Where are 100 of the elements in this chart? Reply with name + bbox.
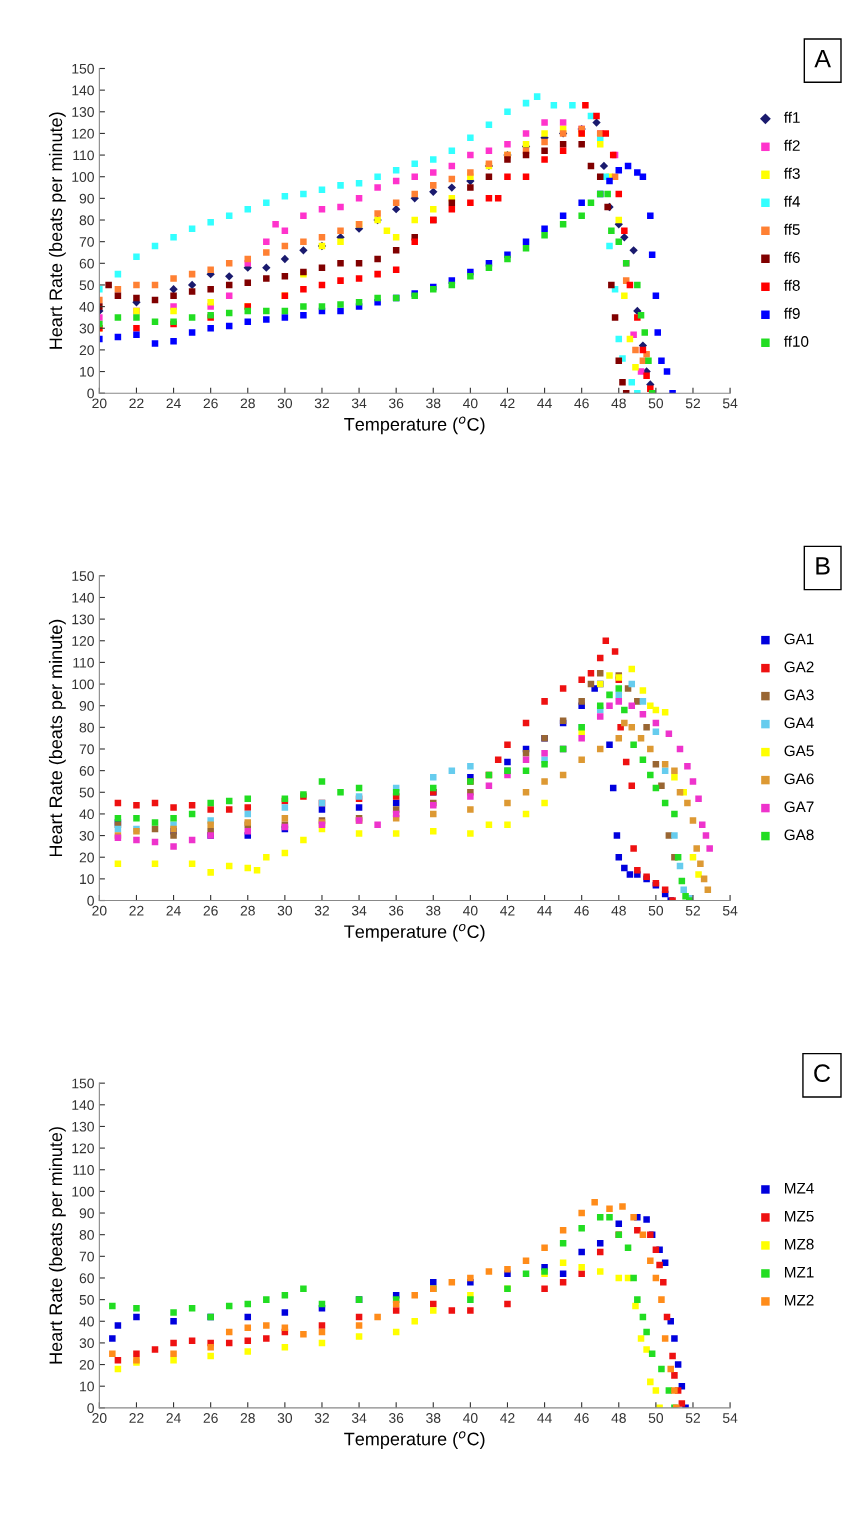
- y-tick-label: 10: [80, 366, 94, 377]
- y-tick-label: 30: [79, 1338, 94, 1349]
- legend-label: GA6: [784, 773, 814, 785]
- y-tick-label: 110: [73, 657, 94, 668]
- legend-label: ff1: [783, 111, 800, 123]
- legend-label: ff6: [783, 251, 800, 263]
- x-tick-label: 26: [203, 905, 218, 916]
- y-tick-label: 140: [72, 592, 94, 603]
- x-tick-label: 36: [388, 905, 404, 916]
- legend-label: GA4: [784, 717, 814, 729]
- x-tick-label: 40: [462, 1413, 478, 1423]
- y-tick-label: 130: [72, 107, 94, 117]
- legend-label: GA5: [784, 745, 814, 757]
- y-tick-label: 20: [79, 852, 94, 863]
- x-tick-label: 40: [462, 905, 478, 916]
- y-tick-label: 60: [79, 258, 94, 269]
- text: A: [814, 49, 831, 68]
- y-tick-label: 60: [79, 765, 94, 776]
- legend-label: MZ8: [785, 1238, 814, 1250]
- y-axis-title: Heart Rate (beats per minute): [48, 619, 66, 857]
- legend-label: ff9: [783, 307, 800, 319]
- x-tick-label: 50: [648, 1413, 664, 1423]
- y-tick-label: 150: [72, 1078, 94, 1089]
- y-tick-label: 10: [80, 874, 94, 885]
- y-tick-label: 90: [79, 193, 94, 204]
- x-tick-label: 46: [574, 1413, 589, 1423]
- y-tick-label: 0: [87, 388, 94, 399]
- legend-label: ff2: [783, 139, 800, 151]
- x-tick-label: 48: [611, 398, 626, 409]
- x-tick-label: 44: [537, 905, 552, 916]
- x-tick-label: 22: [129, 398, 144, 409]
- x-tick-label: 52: [685, 398, 701, 409]
- x-axis-title: Temperature ($^{o}$C): [344, 923, 485, 942]
- y-tick-label: 80: [79, 722, 94, 733]
- x-tick-label: 44: [537, 398, 552, 409]
- x-tick-label: 48: [611, 1413, 626, 1423]
- y-tick-label: 0: [87, 1403, 94, 1414]
- x-axis-title: Temperature ($^{o}$C): [344, 1431, 485, 1449]
- y-tick-label: 110: [73, 150, 94, 161]
- x-tick-label: 36: [388, 1413, 404, 1423]
- y-tick-label: 50: [79, 787, 94, 798]
- x-tick-label: 34: [351, 398, 367, 409]
- x-tick-label: 26: [203, 1413, 218, 1423]
- x-tick-label: 34: [351, 905, 367, 916]
- y-tick-label: 100: [72, 172, 94, 182]
- y-tick-label: 40: [79, 809, 94, 820]
- legend-label: MZ5: [785, 1210, 814, 1222]
- y-tick-label: 120: [72, 128, 94, 139]
- x-tick-label: 42: [500, 1413, 515, 1423]
- x-tick-label: 38: [426, 1413, 441, 1423]
- y-tick-label: 150: [72, 63, 94, 74]
- y-tick-label: 140: [72, 85, 94, 96]
- x-tick-label: 26: [203, 398, 218, 409]
- legend-label: GA3: [784, 689, 814, 701]
- y-tick-label: 20: [79, 345, 94, 356]
- x-tick-label: 28: [240, 398, 255, 409]
- legend-label: ff10: [783, 335, 809, 347]
- y-tick-label: 90: [79, 701, 94, 711]
- y-tick-label: 10: [80, 1381, 94, 1392]
- legend-label: GA8: [784, 829, 814, 841]
- x-tick-label: 28: [240, 905, 255, 916]
- x-tick-label: 46: [574, 398, 589, 409]
- y-tick-label: 130: [72, 614, 94, 625]
- x-tick-label: 30: [277, 905, 293, 916]
- legend-label: MZ4: [785, 1182, 814, 1194]
- y-tick-label: 40: [79, 301, 94, 312]
- y-tick-label: 140: [72, 1100, 94, 1110]
- y-tick-label: 100: [72, 1186, 94, 1197]
- x-tick-label: 52: [685, 905, 701, 916]
- x-tick-label: 38: [426, 398, 441, 409]
- y-tick-label: 50: [79, 280, 94, 291]
- x-tick-label: 54: [722, 1413, 738, 1423]
- x-tick-label: 54: [722, 398, 738, 409]
- y-tick-label: 90: [79, 1208, 94, 1219]
- text: B: [816, 557, 830, 575]
- x-tick-label: 22: [129, 905, 144, 916]
- x-tick-label: 44: [537, 1413, 552, 1423]
- y-tick-label: 150: [72, 571, 94, 581]
- x-tick-label: 46: [574, 905, 589, 916]
- x-tick-label: 28: [240, 1413, 255, 1423]
- y-tick-label: 70: [79, 236, 94, 247]
- y-tick-label: 120: [72, 1143, 94, 1154]
- x-tick-label: 42: [500, 905, 515, 916]
- x-tick-label: 40: [462, 398, 478, 409]
- legend-label: ff3: [783, 167, 800, 179]
- y-axis-title: Heart Rate (beats per minute): [48, 112, 66, 349]
- legend-label: GA2: [784, 661, 814, 673]
- x-tick-label: 34: [351, 1413, 367, 1423]
- text: C: [814, 1064, 831, 1083]
- y-axis-title: Heart Rate (beats per minute): [48, 1127, 66, 1364]
- y-tick-label: 120: [72, 636, 94, 646]
- x-tick-label: 22: [129, 1413, 144, 1423]
- x-tick-label: 30: [277, 1413, 293, 1423]
- legend-label: GA1: [784, 633, 814, 645]
- y-tick-label: 70: [79, 744, 94, 755]
- y-tick-label: 40: [79, 1316, 94, 1327]
- x-tick-label: 50: [648, 905, 664, 916]
- y-tick-label: 30: [79, 323, 94, 334]
- x-tick-label: 38: [426, 905, 441, 916]
- x-axis-title: Temperature ($^{o}$C): [344, 416, 485, 435]
